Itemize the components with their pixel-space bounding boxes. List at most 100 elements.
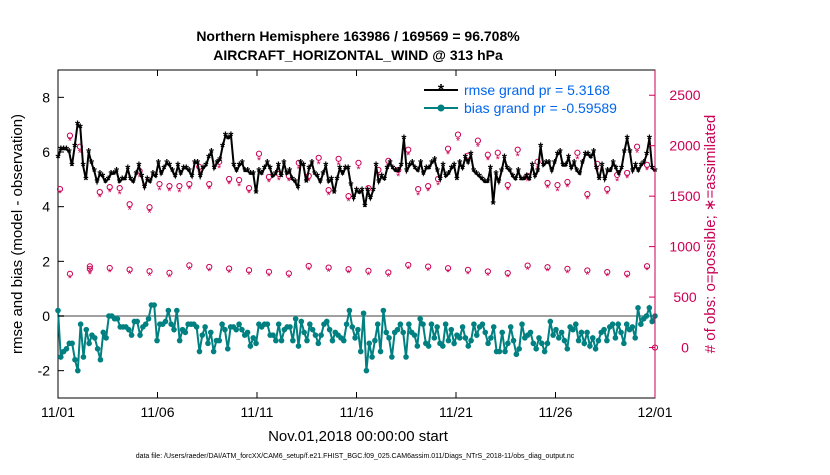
bias-point bbox=[516, 346, 522, 352]
rmse-point: * bbox=[563, 159, 569, 174]
rmse-point: * bbox=[516, 164, 522, 179]
bias-point bbox=[414, 343, 421, 349]
obs-possible-point bbox=[425, 182, 432, 190]
bias-point bbox=[366, 340, 373, 347]
rmse-point: * bbox=[379, 170, 385, 185]
bias-point bbox=[445, 337, 452, 344]
rmse-point: * bbox=[156, 156, 162, 171]
bias-point bbox=[307, 321, 313, 328]
bias-point bbox=[584, 329, 590, 336]
rmse-point: * bbox=[530, 159, 536, 174]
rmse-point: * bbox=[401, 131, 407, 146]
bias-point bbox=[505, 340, 511, 347]
rmse-point: * bbox=[594, 161, 600, 176]
rmse-point: * bbox=[256, 164, 262, 179]
rmse-point: * bbox=[480, 172, 486, 187]
obs-possible-point bbox=[106, 264, 113, 272]
bias-point bbox=[635, 305, 641, 311]
bias-point bbox=[646, 305, 653, 311]
obs-possible-point bbox=[574, 149, 581, 156]
obs-assimilated-point: * bbox=[98, 192, 103, 204]
obs-assimilated-point: * bbox=[326, 267, 331, 279]
bias-point bbox=[621, 340, 627, 347]
rmse-point: * bbox=[192, 156, 198, 171]
x-tick-label: 11/11 bbox=[241, 404, 274, 420]
rmse-point: * bbox=[438, 172, 444, 187]
rmse-point: * bbox=[588, 150, 594, 165]
obs-assimilated-point: * bbox=[207, 184, 212, 196]
rmse-point: * bbox=[538, 140, 544, 155]
bias-point bbox=[205, 340, 211, 347]
bias-point bbox=[69, 340, 75, 347]
rmse-point: * bbox=[424, 161, 430, 176]
obs-assimilated-point: * bbox=[177, 187, 182, 199]
rmse-point: * bbox=[613, 161, 619, 176]
rmse-point: * bbox=[103, 175, 109, 190]
obs-assimilated-point: * bbox=[108, 187, 113, 199]
obs-possible-point bbox=[226, 175, 233, 183]
rmse-point: * bbox=[267, 161, 273, 176]
obs-assimilated-point: * bbox=[645, 265, 650, 277]
obs-possible-point bbox=[245, 184, 253, 192]
bias-point bbox=[434, 324, 440, 330]
rmse-point: * bbox=[505, 161, 511, 176]
obs-assimilated-point: * bbox=[307, 265, 312, 277]
rmse-point: * bbox=[466, 156, 472, 171]
rmse-point: * bbox=[117, 175, 123, 190]
rmse-point: * bbox=[566, 150, 572, 165]
rmse-point: * bbox=[128, 172, 134, 187]
rmse-point: * bbox=[279, 170, 285, 185]
rmse-point: * bbox=[114, 164, 120, 179]
obs-assimilated-point: * bbox=[287, 272, 292, 284]
bias-point bbox=[386, 335, 392, 341]
rmse-point: * bbox=[608, 164, 614, 179]
obs-assimilated-point: * bbox=[406, 150, 411, 162]
rmse-point: * bbox=[485, 175, 491, 190]
x-tick-label: 12/01 bbox=[637, 404, 672, 420]
bias-point bbox=[468, 337, 474, 344]
bias-point bbox=[360, 310, 367, 317]
obs-possible-point bbox=[454, 131, 462, 138]
obs-possible-point bbox=[584, 191, 591, 198]
bias-point bbox=[295, 343, 302, 349]
rmse-point: * bbox=[471, 164, 477, 179]
rmse-point: * bbox=[385, 161, 391, 176]
bias-point bbox=[595, 337, 602, 344]
rmse-point: * bbox=[332, 186, 338, 201]
obs-possible-point bbox=[544, 264, 551, 271]
rmse-series: ****************************************… bbox=[55, 118, 658, 215]
obs-possible-point bbox=[484, 268, 491, 275]
obs-assimilated-point: * bbox=[267, 177, 272, 189]
rmse-point: * bbox=[86, 145, 92, 160]
rmse-point: * bbox=[404, 164, 410, 179]
bias-point bbox=[556, 335, 562, 341]
rmse-point: * bbox=[228, 129, 234, 144]
bias-point bbox=[315, 340, 322, 347]
bias-point bbox=[550, 332, 556, 338]
rmse-point: * bbox=[390, 161, 396, 176]
bias-point bbox=[264, 321, 271, 328]
bias-point bbox=[216, 337, 223, 344]
obs-assimilated-point: * bbox=[187, 264, 192, 276]
obs-possible-point bbox=[126, 266, 133, 273]
rmse-point: * bbox=[552, 156, 558, 171]
obs-assimilated-point: * bbox=[555, 186, 560, 198]
x-axis-ticks: 11/01 11/06 11/11 11/16 11/21 11/26 12/01 bbox=[41, 70, 673, 420]
x-tick-label: 11/01 bbox=[41, 404, 75, 420]
bias-point bbox=[541, 348, 548, 355]
bias-point bbox=[355, 326, 361, 333]
bias-point bbox=[369, 354, 375, 360]
rmse-point: * bbox=[273, 167, 279, 182]
bias-point bbox=[587, 343, 593, 349]
rmse-point: * bbox=[387, 156, 393, 171]
rmse-point: * bbox=[457, 156, 463, 171]
bias-point bbox=[572, 321, 579, 328]
obs-possible-point bbox=[524, 262, 531, 269]
obs-assimilated-point: * bbox=[58, 188, 63, 200]
bias-point bbox=[575, 337, 582, 344]
rmse-point: * bbox=[170, 164, 176, 179]
obs-possible-point bbox=[106, 183, 113, 191]
x-tick-label: 11/16 bbox=[340, 404, 374, 420]
rmse-point: * bbox=[298, 156, 304, 171]
rmse-point: * bbox=[181, 161, 187, 176]
